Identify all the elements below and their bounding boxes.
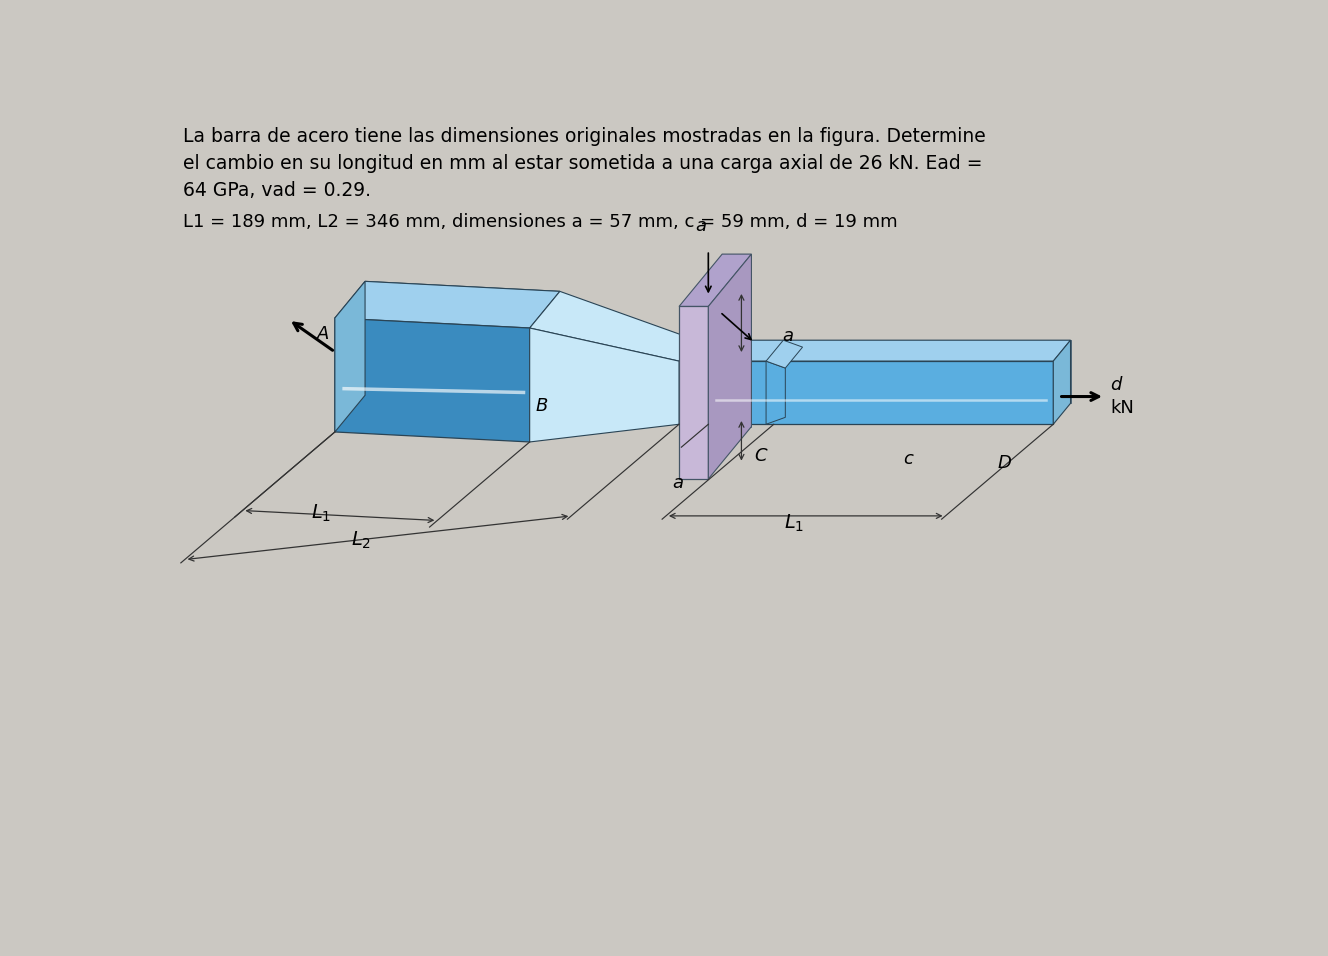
Polygon shape — [365, 281, 560, 405]
Text: A: A — [317, 325, 329, 342]
Text: a: a — [782, 328, 793, 345]
Polygon shape — [708, 340, 1070, 361]
Polygon shape — [679, 254, 752, 307]
Text: B: B — [535, 397, 547, 415]
Polygon shape — [766, 340, 802, 368]
Text: kN: kN — [1110, 399, 1134, 417]
Polygon shape — [708, 254, 752, 479]
Polygon shape — [335, 318, 530, 442]
Polygon shape — [335, 281, 365, 432]
Text: D: D — [997, 454, 1011, 472]
Text: c: c — [903, 450, 914, 468]
Text: $L_1$: $L_1$ — [311, 502, 331, 524]
Polygon shape — [679, 307, 708, 479]
Polygon shape — [1053, 340, 1070, 424]
Text: a: a — [695, 217, 706, 235]
Polygon shape — [725, 340, 1070, 403]
Text: 64 GPa, vad = 0.29.: 64 GPa, vad = 0.29. — [183, 181, 372, 200]
Polygon shape — [722, 254, 752, 426]
Polygon shape — [335, 281, 560, 328]
Polygon shape — [708, 361, 1053, 424]
Text: d: d — [1110, 376, 1122, 394]
Polygon shape — [530, 328, 679, 442]
Text: C: C — [754, 446, 768, 465]
Text: $L_2$: $L_2$ — [351, 530, 371, 551]
Text: el cambio en su longitud en mm al estar sometida a una carga axial de 26 kN. Ead: el cambio en su longitud en mm al estar … — [183, 154, 983, 173]
Text: a: a — [672, 473, 683, 491]
Polygon shape — [530, 292, 696, 361]
Text: La barra de acero tiene las dimensiones originales mostradas en la figura. Deter: La barra de acero tiene las dimensiones … — [183, 127, 985, 146]
Text: $L_1$: $L_1$ — [784, 512, 805, 533]
Polygon shape — [766, 361, 785, 424]
Text: L1 = 189 mm, L2 = 346 mm, dimensiones a = 57 mm, c = 59 mm, d = 19 mm: L1 = 189 mm, L2 = 346 mm, dimensiones a … — [183, 213, 898, 231]
